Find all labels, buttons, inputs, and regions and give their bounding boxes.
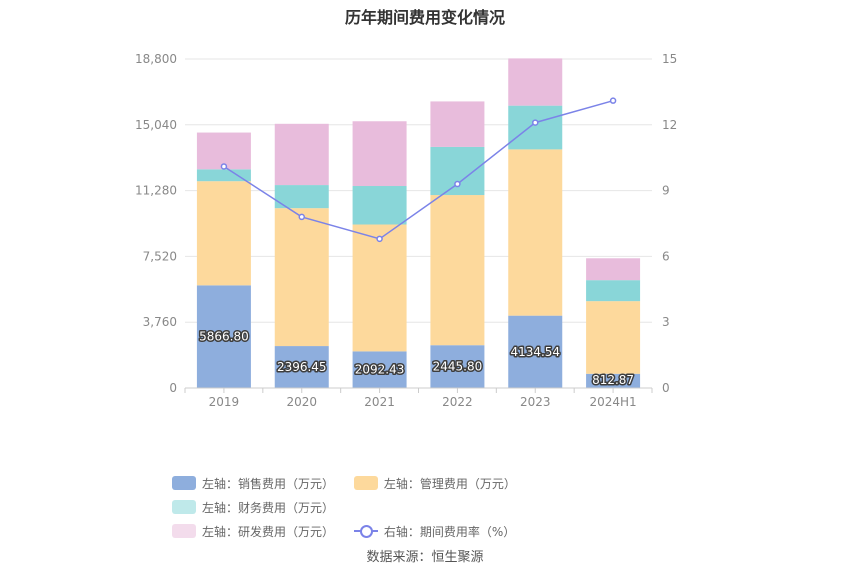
rate-line-layer	[220, 97, 617, 243]
legend-item-finance[interactable]: 左轴：财务费用（万元）	[172, 495, 334, 519]
rate-point	[376, 235, 383, 243]
bar-data-label: 2092.43	[355, 363, 405, 377]
grid-layer	[185, 58, 652, 323]
y-right-tick-label: 0	[662, 381, 670, 395]
bar-finance	[352, 186, 407, 225]
legend-item-sales[interactable]: 左轴：销售费用（万元）	[172, 471, 334, 495]
bar-sales	[196, 285, 251, 388]
x-tick-label: 2023	[520, 395, 551, 409]
bar-admin	[274, 208, 329, 347]
bar-finance	[586, 280, 641, 302]
legend-item-rate[interactable]: 右轴：期间费用率（%）	[353, 519, 516, 543]
x-tick-label: 2020	[286, 395, 317, 409]
bar-rd	[274, 123, 329, 186]
bar-data-label-halo: 2396.45	[277, 360, 327, 374]
bar-rd	[430, 101, 485, 147]
y-right-tick-label: 12	[662, 118, 677, 132]
bar-rd	[586, 258, 641, 281]
rate-point	[609, 97, 617, 104]
legend-item-admin[interactable]: 左轴：管理费用（万元）	[353, 471, 516, 495]
legend-label-rd: 左轴：研发费用（万元）	[202, 524, 335, 539]
y-left-tick-label: 11,280	[135, 184, 177, 198]
bar-finance	[274, 185, 329, 209]
rate-point	[298, 213, 305, 221]
bar-finance	[508, 105, 563, 150]
bar-data-label-halo: 5866.80	[199, 330, 249, 344]
y-left-tick-label: 0	[169, 381, 177, 395]
bar-data-label-halo: 2445.80	[433, 360, 483, 374]
bar-admin	[508, 149, 563, 316]
legend-swatch-admin	[353, 476, 378, 490]
rate-point	[532, 119, 539, 126]
bar-admin	[430, 195, 485, 346]
legend: 左轴：销售费用（万元） 左轴：管理费用（万元） 左轴：财务费用（万元） 左轴：研…	[172, 471, 712, 543]
bar-rd	[352, 121, 407, 187]
legend-swatch-finance	[172, 500, 196, 514]
bar-finance	[430, 146, 485, 196]
legend-label-rate: 右轴：期间费用率（%）	[383, 524, 516, 539]
y-right-tick-label: 15	[662, 52, 677, 66]
bar-data-label-halo: 812.87	[592, 373, 634, 387]
y-left-tick-label: 3,760	[143, 315, 177, 329]
bar-data-label: 2396.45	[277, 360, 327, 374]
y-right-tick-label: 6	[662, 249, 670, 263]
x-tick-label: 2021	[364, 395, 395, 409]
bar-data-label: 5866.80	[199, 330, 249, 344]
legend-label-sales: 左轴：销售费用（万元）	[202, 476, 335, 491]
x-tick-label: 2024H1	[589, 395, 636, 409]
y-right-tick-label: 9	[662, 184, 670, 198]
bar-sales	[274, 346, 329, 388]
bar-data-label-halo: 4134.54	[510, 345, 560, 359]
y-right-tick-label: 3	[662, 315, 670, 329]
legend-item-rd[interactable]: 左轴：研发费用（万元）	[172, 519, 334, 543]
bar-admin	[586, 301, 641, 374]
bar-rd	[508, 58, 563, 106]
bar-sales	[508, 315, 563, 388]
legend-swatch-rate	[353, 524, 378, 538]
data-source: 数据来源：恒生聚源	[366, 550, 484, 565]
legend-swatch-sales	[172, 476, 196, 490]
y-left-tick-label: 15,040	[135, 118, 177, 132]
bar-sales	[352, 351, 407, 388]
bar-admin	[352, 224, 407, 352]
bar-data-label: 4134.54	[510, 345, 560, 359]
rate-point	[454, 180, 461, 188]
bar-finance	[196, 169, 251, 182]
legend-label-admin: 左轴：管理费用（万元）	[383, 476, 516, 491]
chart-title: 历年期间费用变化情况	[344, 8, 505, 27]
rate-line	[223, 99, 614, 240]
y-left-tick-label: 18,800	[135, 52, 177, 66]
bar-sales	[586, 373, 641, 388]
bar-data-label: 812.87	[592, 373, 634, 387]
x-tick-label: 2019	[209, 395, 240, 409]
bar-data-label: 2445.80	[433, 360, 483, 374]
bar-data-label-halo: 2092.43	[355, 363, 405, 377]
y-left-tick-label: 7,520	[143, 249, 177, 263]
x-tick-label: 2022	[442, 395, 473, 409]
bar-rd	[196, 132, 251, 170]
bar-sales	[430, 345, 485, 388]
legend-label-finance: 左轴：财务费用（万元）	[202, 500, 335, 515]
bars-layer	[196, 58, 641, 388]
rate-point	[220, 163, 228, 170]
bar-admin	[196, 181, 251, 286]
legend-swatch-rd	[172, 524, 196, 538]
axis-layer: 0 3,760 7,520 11,280 15,040 18,800 0 3 6 9 12 15 201…	[135, 52, 677, 409]
